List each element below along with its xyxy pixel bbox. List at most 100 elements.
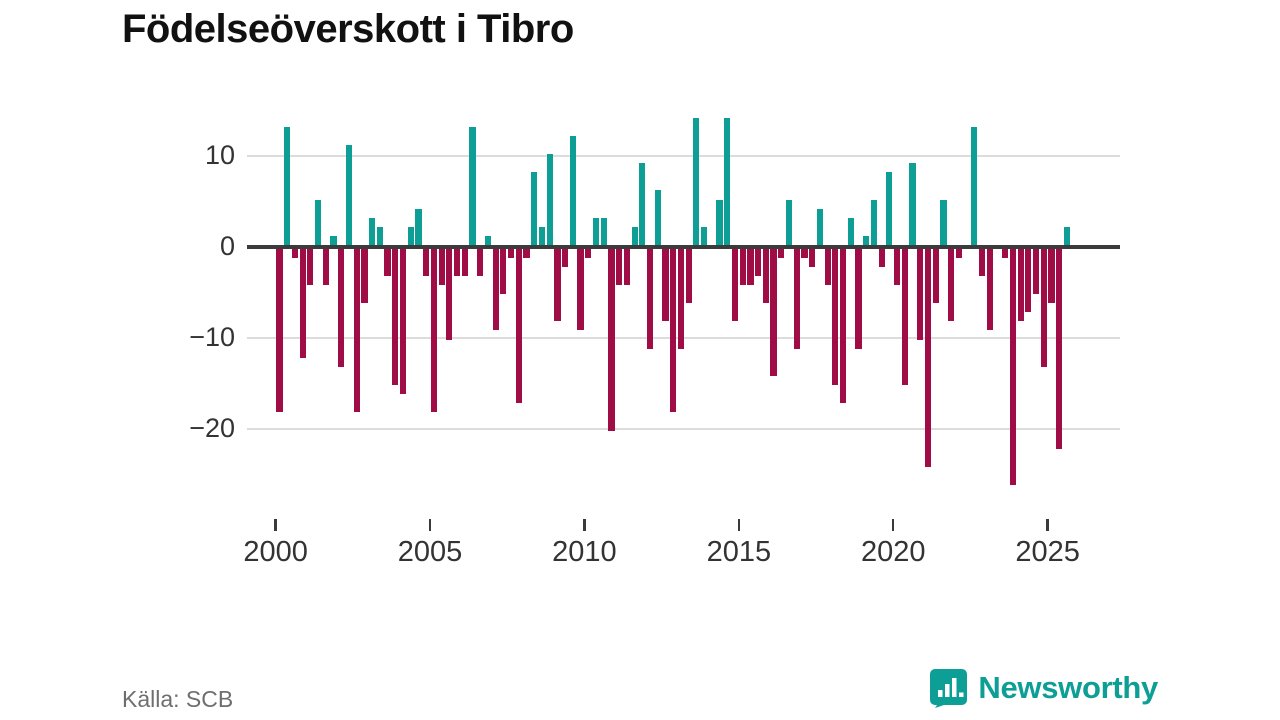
bar-2017-Q2 bbox=[809, 248, 816, 267]
bar-2008-Q4 bbox=[546, 154, 553, 245]
bar-2024-Q4 bbox=[1040, 248, 1047, 367]
bar-2001-Q2 bbox=[315, 199, 322, 245]
bar-2025-Q3 bbox=[1063, 226, 1071, 245]
bar-2020-Q4 bbox=[917, 248, 924, 340]
bar-2021-Q3 bbox=[940, 199, 947, 245]
bar-2015-Q3 bbox=[755, 248, 762, 276]
bar-2011-Q4 bbox=[639, 163, 646, 245]
bar-2008-Q3 bbox=[538, 226, 546, 245]
bar-2000-Q2 bbox=[284, 126, 291, 245]
chart-title: Födelseöverskott i Tibro bbox=[122, 7, 574, 51]
bar-2010-Q1 bbox=[585, 248, 592, 258]
x-tick-label: 2015 bbox=[706, 536, 772, 568]
bar-2011-Q1 bbox=[616, 248, 623, 285]
source-note: Källa: SCB bbox=[122, 686, 234, 712]
bar-2012-Q2 bbox=[654, 190, 661, 245]
bar-2006-Q3 bbox=[477, 248, 484, 276]
bar-2004-Q2 bbox=[407, 226, 414, 245]
bar-2023-Q1 bbox=[986, 248, 993, 331]
bar-2023-Q4 bbox=[1009, 248, 1016, 486]
bar-2022-Q4 bbox=[978, 248, 986, 276]
bar-2025-Q1 bbox=[1048, 248, 1055, 304]
bar-2024-Q1 bbox=[1017, 248, 1024, 322]
bar-2012-Q3 bbox=[662, 248, 669, 322]
x-tick-2010 bbox=[583, 519, 586, 531]
newsworthy-bar-chart-bubble-icon bbox=[929, 668, 968, 708]
bar-2021-Q1 bbox=[924, 248, 932, 467]
bar-2008-Q2 bbox=[531, 172, 538, 245]
bar-2009-Q2 bbox=[562, 248, 569, 267]
bar-2011-Q3 bbox=[631, 226, 638, 245]
x-tick-2015 bbox=[737, 519, 741, 531]
bar-2006-Q1 bbox=[461, 248, 468, 276]
bar-2018-Q3 bbox=[847, 217, 854, 245]
bar-2016-Q4 bbox=[793, 248, 800, 349]
bar-2002-Q4 bbox=[361, 248, 368, 304]
bar-2002-Q2 bbox=[345, 144, 353, 245]
x-tick-2005 bbox=[428, 519, 432, 531]
bar-2014-Q2 bbox=[716, 199, 723, 245]
bar-2007-Q2 bbox=[500, 248, 507, 294]
bar-2007-Q4 bbox=[515, 248, 522, 404]
y-tick-label: 0 bbox=[219, 231, 235, 262]
bar-2020-Q2 bbox=[901, 248, 908, 385]
bar-2006-Q2 bbox=[469, 126, 476, 245]
bar-2012-Q1 bbox=[646, 248, 654, 349]
bar-2004-Q3 bbox=[415, 208, 422, 245]
bar-2005-Q3 bbox=[446, 248, 453, 340]
x-axis-zero-line bbox=[247, 245, 1120, 249]
bar-2012-Q4 bbox=[670, 248, 677, 413]
bar-2002-Q3 bbox=[353, 248, 360, 413]
x-tick-label: 2005 bbox=[397, 536, 463, 568]
gridline-y--20 bbox=[247, 428, 1120, 430]
bar-2006-Q4 bbox=[484, 235, 492, 245]
bar-2017-Q4 bbox=[824, 248, 831, 285]
bar-2010-Q3 bbox=[600, 217, 607, 245]
x-tick-2025 bbox=[1046, 519, 1049, 531]
bar-2023-Q3 bbox=[1002, 248, 1009, 258]
bar-2001-Q3 bbox=[322, 248, 329, 285]
bar-2009-Q3 bbox=[569, 135, 576, 245]
bar-2019-Q2 bbox=[870, 199, 878, 245]
bar-2016-Q3 bbox=[785, 199, 793, 245]
x-tick-label: 2020 bbox=[860, 536, 926, 568]
bar-2011-Q2 bbox=[623, 248, 630, 285]
y-tick-label: −20 bbox=[189, 413, 235, 444]
y-tick-label: −10 bbox=[189, 322, 235, 353]
brand-name: Newsworthy bbox=[978, 670, 1158, 705]
x-tick-label: 2000 bbox=[243, 536, 308, 568]
bar-2005-Q2 bbox=[438, 248, 445, 285]
bar-2003-Q2 bbox=[376, 226, 383, 245]
bar-2020-Q3 bbox=[909, 163, 916, 245]
bar-2010-Q2 bbox=[592, 217, 600, 245]
bar-2005-Q4 bbox=[453, 248, 461, 276]
bar-2018-Q2 bbox=[839, 248, 847, 404]
bar-2021-Q2 bbox=[932, 248, 939, 304]
x-tick-label: 2010 bbox=[552, 536, 617, 568]
bar-2000-Q1 bbox=[276, 248, 283, 413]
bar-2019-Q4 bbox=[886, 172, 893, 245]
bar-2021-Q4 bbox=[948, 248, 955, 322]
bar-2008-Q1 bbox=[523, 248, 530, 258]
bar-2000-Q4 bbox=[299, 248, 306, 358]
bar-2004-Q4 bbox=[423, 248, 430, 276]
bar-2004-Q1 bbox=[399, 248, 407, 395]
bar-2024-Q3 bbox=[1032, 248, 1040, 294]
bar-2015-Q2 bbox=[747, 248, 754, 285]
x-tick-2000 bbox=[274, 519, 277, 531]
bar-2018-Q1 bbox=[832, 248, 839, 385]
bar-2018-Q4 bbox=[855, 248, 862, 349]
y-tick-label: 10 bbox=[204, 140, 235, 171]
bar-2001-Q4 bbox=[330, 235, 337, 245]
bar-2015-Q4 bbox=[762, 248, 769, 304]
bar-2022-Q1 bbox=[955, 248, 962, 258]
bar-2025-Q2 bbox=[1056, 248, 1063, 449]
bar-2015-Q1 bbox=[739, 248, 746, 285]
bar-2017-Q3 bbox=[816, 208, 823, 245]
x-tick-label: 2025 bbox=[1015, 536, 1080, 568]
bar-2002-Q1 bbox=[338, 248, 345, 367]
bar-2013-Q3 bbox=[693, 117, 700, 245]
bar-2022-Q3 bbox=[971, 126, 978, 245]
